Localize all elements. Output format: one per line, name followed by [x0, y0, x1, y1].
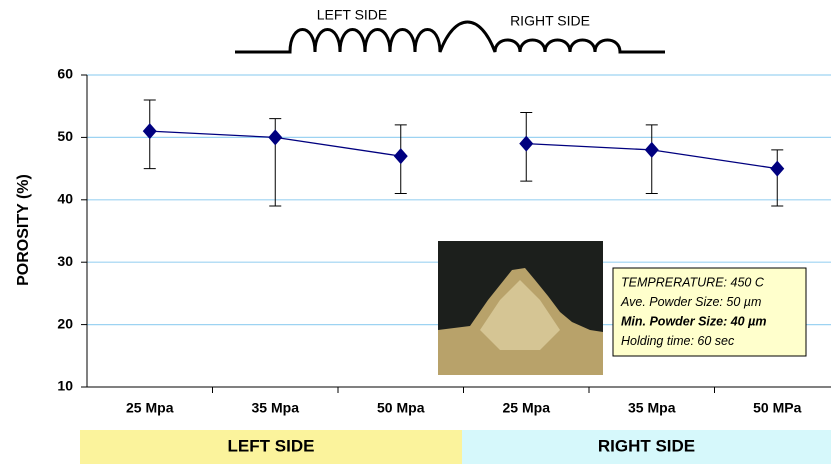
annotation-line: Ave. Powder Size: 50 µm — [620, 295, 761, 309]
marker — [644, 141, 659, 158]
y-tick-label: 20 — [57, 315, 73, 331]
annotation-line: Holding time: 60 sec — [621, 334, 735, 348]
x-tick-label: 35 Mpa — [252, 400, 300, 416]
y-tick-label: 40 — [57, 191, 73, 207]
group-band — [462, 430, 831, 464]
marker — [393, 148, 408, 165]
schematic-label: LEFT SIDE — [317, 7, 388, 23]
marker — [519, 135, 534, 152]
marker — [770, 160, 785, 177]
group-band — [80, 430, 462, 464]
y-tick-label: 50 — [57, 128, 73, 144]
micrograph — [438, 241, 603, 375]
x-tick-label: 50 MPa — [753, 400, 801, 416]
error-bar — [645, 124, 658, 195]
schematic-label: RIGHT SIDE — [510, 13, 590, 29]
y-tick-label: 30 — [57, 253, 73, 269]
x-tick-label: 50 Mpa — [377, 400, 425, 416]
group-label: RIGHT SIDE — [598, 436, 695, 455]
annotation-line: TEMPRERATURE: 450 C — [621, 275, 765, 289]
error-bar — [771, 149, 784, 207]
y-axis-label: POROSITY (%) — [15, 174, 32, 286]
marker — [142, 123, 157, 140]
y-tick-label: 10 — [57, 378, 73, 394]
marker — [268, 129, 283, 146]
schematic-profile — [235, 20, 665, 54]
x-tick-label: 25 Mpa — [126, 400, 174, 416]
group-label: LEFT SIDE — [228, 436, 315, 455]
x-tick-label: 35 Mpa — [628, 400, 676, 416]
y-tick-label: 60 — [57, 66, 73, 82]
x-tick-label: 25 Mpa — [503, 400, 551, 416]
annotation-line: Min. Powder Size: 40 µm — [621, 314, 766, 328]
annotation-box — [612, 267, 807, 357]
